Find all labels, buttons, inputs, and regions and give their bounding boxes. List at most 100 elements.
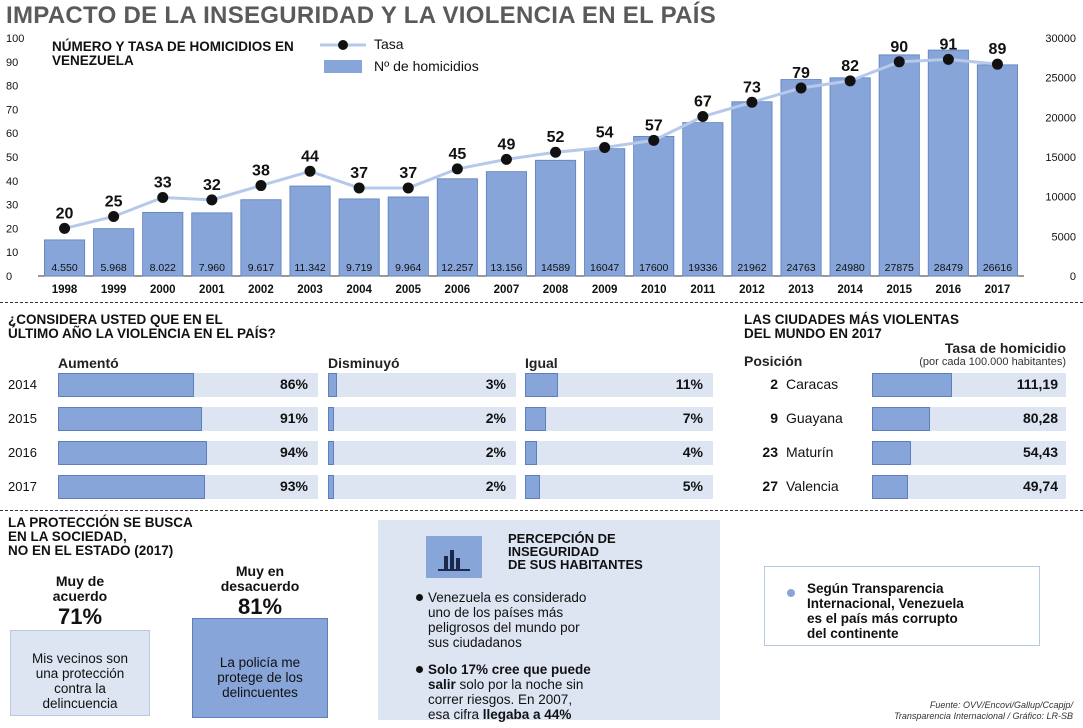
tasa-value-label: 91: [939, 36, 957, 53]
perception-title-line1: PERCEPCIÓN DE: [508, 531, 616, 546]
survey-year: 2015: [8, 411, 37, 426]
y-left-tick-label: 70: [6, 104, 18, 116]
tasa-point: [697, 111, 709, 123]
chart-title-text: NÚMERO Y TASA DE HOMICIDIOS EN VENEZUELA: [52, 39, 294, 68]
tasa-point: [59, 222, 71, 234]
survey-bar-fill: [525, 407, 547, 431]
page-title: IMPACTO DE LA INSEGURIDAD Y LA VIOLENCIA…: [6, 2, 717, 29]
x-tick-label: 2002: [248, 284, 274, 296]
survey-value: 2%: [485, 444, 506, 460]
legend-bar-swatch: [324, 60, 362, 73]
bar: [142, 211, 184, 277]
cities-col-rate-sub: (por cada 100.000 habitantes): [919, 356, 1066, 368]
bar: [535, 159, 577, 277]
tasa-point: [746, 96, 758, 108]
city-position: 2: [770, 376, 778, 392]
perception-b2-bold: salir: [428, 677, 456, 692]
x-tick-label: 2000: [150, 284, 176, 296]
city-rate-value: 111,19: [1016, 376, 1058, 392]
disagree-box-line2: protege de los: [217, 670, 303, 685]
chart-legend: Tasa Nº de homicidios: [318, 36, 538, 82]
survey-value: 91%: [279, 410, 308, 426]
disagree-box-line3: delincuentes: [222, 685, 298, 700]
tasa-value-label: 89: [989, 41, 1007, 58]
perception-b2-line2: salir solo por la noche sin: [428, 677, 591, 692]
divider-1: [0, 302, 1083, 303]
tasa-point: [550, 146, 562, 158]
tasa-value-label: 73: [743, 79, 761, 96]
survey-col-header: Igual: [525, 355, 558, 371]
cities-col-pos: Posición: [744, 353, 803, 369]
perception-b2-line3: correr riesgos. En 2007,: [428, 692, 573, 707]
note-line4: del continente: [807, 626, 899, 641]
survey-bar-fill: [58, 407, 203, 431]
survey-bar: 11%: [525, 373, 713, 397]
survey-bar-fill: [525, 373, 559, 397]
bar-value-label: 9.617: [248, 262, 274, 274]
perception-bullet-2: Solo 17% cree que puede salir solo por l…: [416, 662, 591, 722]
bar: [976, 64, 1018, 277]
source-line2: Transparencia Internacional / Gráfico: L…: [894, 711, 1073, 721]
bar-value-label: 21962: [737, 262, 766, 274]
tasa-point: [893, 56, 905, 68]
y-left-tick-label: 0: [6, 271, 12, 283]
tasa-point: [991, 58, 1003, 70]
survey-title: ¿CONSIDERA USTED QUE EN EL ÚLTIMO AÑO LA…: [8, 313, 276, 341]
survey-year: 2016: [8, 445, 37, 460]
perception-b2-line4a: esa cifra: [428, 707, 483, 722]
bar-value-label: 12.257: [441, 262, 473, 274]
tasa-value-label: 90: [890, 39, 908, 56]
bar: [731, 101, 773, 277]
survey-bar-fill: [328, 407, 335, 431]
tasa-value-label: 54: [596, 124, 614, 141]
divider-2: [0, 510, 1083, 511]
city-position: 27: [762, 478, 778, 494]
bar: [44, 239, 86, 277]
tasa-point: [402, 182, 414, 194]
bar: [878, 54, 920, 277]
homicides-chart: 0 10 20 30 40 50 60 70 80 90 100 0 5000 10000 15000 200…: [6, 33, 1076, 296]
bar: [93, 228, 135, 277]
survey-bar-fill: [525, 441, 538, 465]
disagree-label-line1: Muy en: [235, 563, 285, 579]
tasa-value-label: 37: [350, 165, 368, 182]
tasa-value-label: 49: [498, 136, 516, 153]
tasa-value-label: 20: [56, 205, 74, 222]
tasa-value-label: 67: [694, 94, 712, 111]
survey-bar-fill: [328, 475, 335, 499]
disagree-label: Muy en desacuerdo: [192, 564, 328, 594]
bar-value-label: 14589: [541, 262, 570, 274]
y-right-tick-label: 25000: [1045, 73, 1076, 85]
bar-value-label: 7.960: [199, 262, 225, 274]
perception-title: PERCEPCIÓN DE INSEGURIDAD DE SUS HABITAN…: [508, 532, 643, 571]
bar: [633, 135, 675, 277]
survey-bar-fill: [328, 373, 338, 397]
tasa-point: [108, 211, 120, 222]
bar-value-label: 13.156: [490, 262, 522, 274]
x-tick-label: 2012: [739, 284, 765, 296]
x-tick-label: 2010: [641, 284, 667, 296]
note-line1: Según Transparencia: [807, 581, 944, 596]
city-rate-value: 54,43: [1022, 444, 1058, 460]
survey-bar: 7%: [525, 407, 713, 431]
x-tick-label: 2005: [395, 284, 421, 296]
x-tick-label: 1998: [52, 284, 78, 296]
agree-percent: 71%: [57, 604, 103, 629]
bar-value-label: 9.964: [395, 262, 421, 274]
y-left-tick-label: 20: [6, 223, 18, 235]
bar-value-label: 24763: [786, 262, 815, 274]
survey-bar-fill: [58, 475, 206, 499]
survey-bar-fill: [328, 441, 335, 465]
survey-bar: 91%: [58, 407, 318, 431]
survey-bar: 93%: [58, 475, 318, 499]
survey-value: 94%: [279, 444, 308, 460]
legend-line-swatch: [320, 40, 366, 50]
survey-title-line2: ÚLTIMO AÑO LA VIOLENCIA EN EL PAÍS?: [8, 326, 276, 341]
tasa-value-label: 44: [301, 148, 319, 165]
city-name: Maturín: [786, 444, 834, 460]
tasa-value-label: 33: [154, 174, 172, 191]
bar: [338, 198, 380, 277]
tasa-value-label: 32: [203, 177, 221, 194]
tasa-value-label: 38: [252, 163, 270, 180]
city-rate-bar: 54,43: [872, 441, 1066, 465]
